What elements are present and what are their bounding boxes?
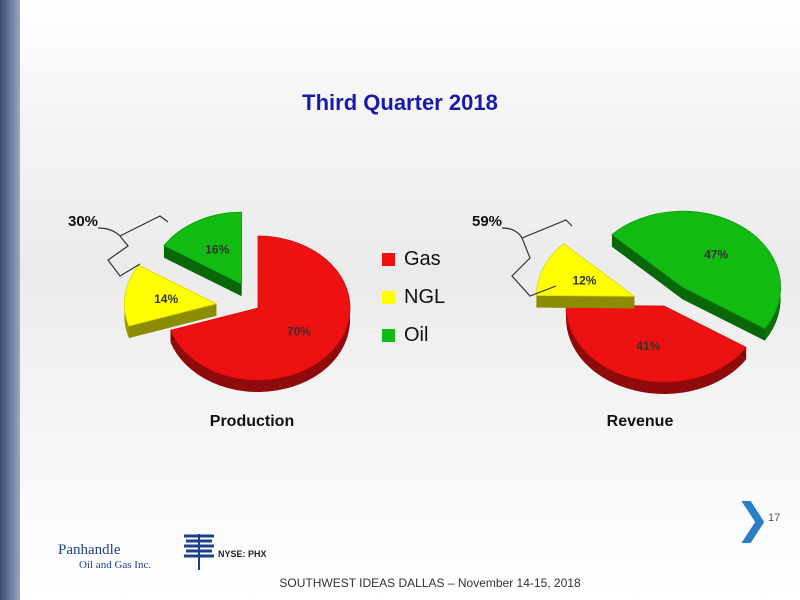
slide-footer: SOUTHWEST IDEAS DALLAS – November 14-15,…: [279, 576, 581, 590]
data-label-revenue-oil: 47%: [704, 247, 728, 261]
legend-item-oil: Oil: [382, 316, 445, 354]
logo-subtitle: Oil and Gas Inc.: [79, 559, 152, 571]
legend-label-oil: Oil: [404, 323, 429, 346]
side-accent-bar: [0, 0, 20, 600]
chart-title-production: Production: [210, 413, 294, 430]
legend-swatch-ngl: [382, 290, 395, 304]
bracket-revenue: [501, 219, 573, 297]
data-label-revenue-ngl: 12%: [572, 274, 596, 288]
data-label-production-oil: 16%: [205, 242, 229, 256]
legend-swatch-gas: [382, 252, 395, 266]
company-logo: Panhandle Oil and Gas Inc. NYSE: PHX: [58, 532, 267, 582]
slice-revenue-gas: 41%: [565, 304, 747, 394]
pie-chart-revenue: 41% 12% 47% Revenue 59%: [472, 210, 782, 430]
bracket-production: [97, 215, 169, 277]
logo-ticker: NYSE: PHX: [218, 549, 267, 559]
slice-revenue-oil: 47%: [611, 210, 782, 341]
slice-production-gas: 70%: [169, 235, 351, 393]
data-label-revenue-gas: 41%: [636, 339, 660, 353]
chart-legend: Gas NGL Oil: [382, 240, 445, 354]
legend-label-ngl: NGL: [404, 285, 446, 308]
chart-title-revenue: Revenue: [607, 413, 674, 430]
slide-title: Third Quarter 2018: [302, 90, 498, 115]
bracket-annotation-production: 30%: [68, 213, 98, 230]
legend-item-ngl: NGL: [382, 278, 445, 316]
slice-production-ngl: 14%: [123, 264, 218, 339]
data-label-production-ngl: 14%: [154, 292, 178, 306]
logo-mark-icon: [184, 534, 214, 570]
legend-label-gas: Gas: [404, 247, 441, 270]
slice-revenue-ngl: 12%: [535, 243, 636, 309]
pie-chart-production: 70% 14% 16% Production 30%: [68, 211, 351, 430]
bracket-annotation-revenue: 59%: [472, 213, 502, 230]
next-slide-chevron-icon[interactable]: ❯: [735, 495, 771, 542]
data-label-production-gas: 70%: [287, 324, 311, 338]
page-number: 17: [768, 512, 781, 524]
legend-item-gas: Gas: [382, 240, 445, 278]
legend-swatch-oil: [382, 328, 395, 342]
logo-name: Panhandle: [58, 542, 121, 558]
slice-production-oil: 16%: [163, 211, 243, 297]
